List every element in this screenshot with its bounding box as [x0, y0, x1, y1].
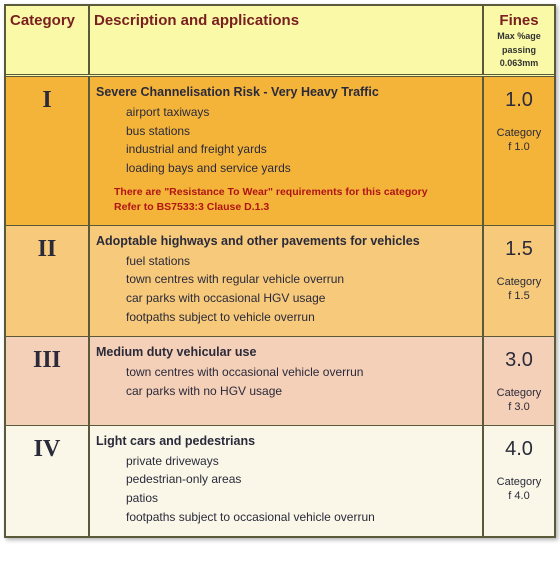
fines-cell: 1.5 Categoryf 1.5	[484, 226, 554, 336]
category-cell: III	[6, 337, 90, 425]
description-title: Medium duty vehicular use	[96, 345, 476, 359]
description-title: Adoptable highways and other pavements f…	[96, 234, 476, 248]
description-item: patios	[126, 489, 476, 508]
description-item: town centres with occasional vehicle ove…	[126, 363, 476, 382]
header-fines: Fines Max %age passing 0.063mm	[484, 6, 554, 74]
description-item: footpaths subject to vehicle overrun	[126, 308, 476, 327]
description-cell: Severe Channelisation Risk - Very Heavy …	[90, 77, 484, 225]
description-item: footpaths subject to occasional vehicle …	[126, 508, 476, 527]
fines-cell: 1.0 Categoryf 1.0	[484, 77, 554, 225]
description-title: Light cars and pedestrians	[96, 434, 476, 448]
table-row: II Adoptable highways and other pavements…	[6, 226, 554, 337]
description-item: airport taxiways	[126, 103, 476, 122]
table-row: III Medium duty vehicular use town centres…	[6, 337, 554, 426]
description-items: airport taxiwaysbus stationsindustrial a…	[96, 103, 476, 177]
table-row: IV Light cars and pedestrians private driv…	[6, 426, 554, 536]
spec-table: Category Description and applications Fi…	[4, 4, 556, 538]
description-cell: Light cars and pedestrians private drivew…	[90, 426, 484, 536]
category-cell: IV	[6, 426, 90, 536]
header-fines-sub1: Max %age	[488, 31, 550, 43]
fines-label: Categoryf 1.0	[490, 126, 548, 155]
table-row: I Severe Channelisation Risk - Very Heavy…	[6, 77, 554, 226]
description-cell: Adoptable highways and other pavements f…	[90, 226, 484, 336]
description-item: fuel stations	[126, 252, 476, 271]
fines-value: 4.0	[490, 438, 548, 461]
fines-label: Categoryf 4.0	[490, 475, 548, 504]
header-fines-sub3: 0.063mm	[488, 58, 550, 70]
fines-value: 3.0	[490, 349, 548, 372]
fines-value: 1.5	[490, 238, 548, 261]
description-items: town centres with occasional vehicle ove…	[96, 363, 476, 400]
description-item: industrial and freight yards	[126, 140, 476, 159]
header-fines-title: Fines	[488, 12, 550, 29]
description-item: loading bays and service yards	[126, 159, 476, 178]
description-cell: Medium duty vehicular use town centres wi…	[90, 337, 484, 425]
header-fines-sub2: passing	[488, 45, 550, 57]
description-title: Severe Channelisation Risk - Very Heavy …	[96, 85, 476, 99]
fines-label: Categoryf 1.5	[490, 275, 548, 304]
header-description: Description and applications	[90, 6, 484, 74]
header-category: Category	[6, 6, 90, 74]
description-item: town centres with regular vehicle overru…	[126, 270, 476, 289]
fines-value: 1.0	[490, 89, 548, 112]
description-note: There are "Resistance To Wear" requireme…	[96, 185, 476, 214]
fines-cell: 3.0 Categoryf 3.0	[484, 337, 554, 425]
description-item: private driveways	[126, 452, 476, 471]
description-item: bus stations	[126, 122, 476, 141]
description-items: fuel stationstown centres with regular v…	[96, 252, 476, 326]
category-cell: II	[6, 226, 90, 336]
header-row: Category Description and applications Fi…	[6, 6, 554, 77]
description-item: pedestrian-only areas	[126, 470, 476, 489]
description-item: car parks with no HGV usage	[126, 382, 476, 401]
description-item: car parks with occasional HGV usage	[126, 289, 476, 308]
description-items: private drivewayspedestrian-only areaspa…	[96, 452, 476, 526]
fines-cell: 4.0 Categoryf 4.0	[484, 426, 554, 536]
fines-label: Categoryf 3.0	[490, 386, 548, 415]
category-cell: I	[6, 77, 90, 225]
